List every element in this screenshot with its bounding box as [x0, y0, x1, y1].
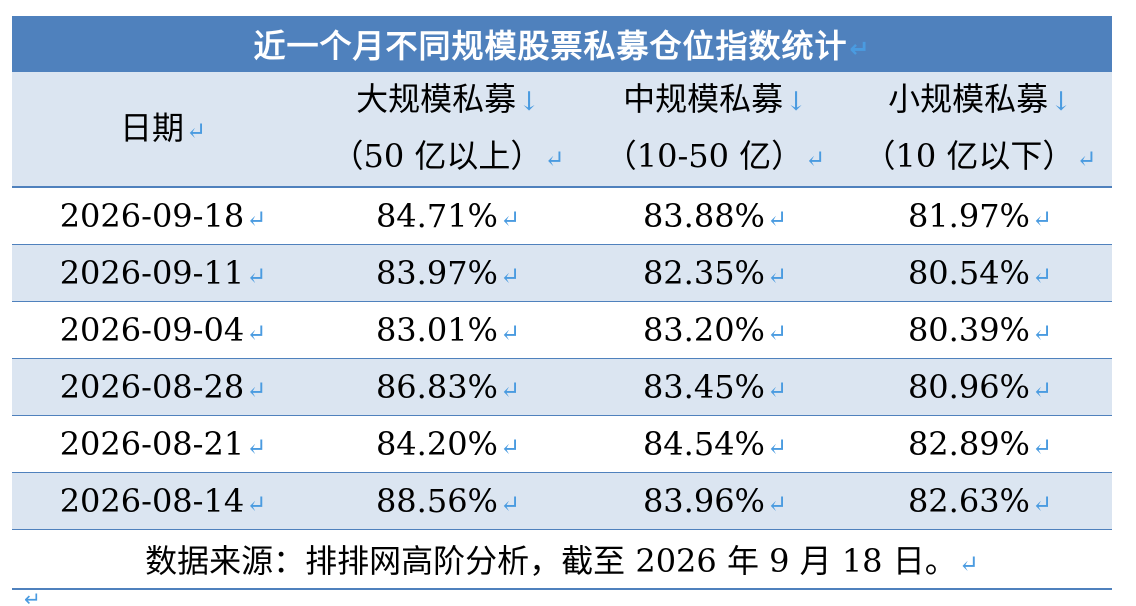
- paragraph-mark-icon: ↵: [766, 376, 788, 404]
- cell-small: 81.97%↵: [848, 186, 1112, 245]
- table-row: 2026-08-28↵ 86.83%↵ 83.45%↵ 80.96%↵: [12, 358, 1112, 416]
- line-break-arrow-icon: ↓: [518, 87, 540, 117]
- paragraph-mark-icon: ↵: [499, 433, 521, 461]
- paragraph-mark-icon: ↵: [849, 35, 871, 63]
- paragraph-mark-icon: ↵: [246, 319, 267, 347]
- paragraph-mark-icon: ↵: [246, 433, 267, 461]
- paragraph-mark-icon: ↵: [1031, 205, 1053, 233]
- paragraph-mark-icon: ↵: [766, 262, 788, 290]
- paragraph-mark-icon: ↵: [766, 490, 788, 518]
- paragraph-mark-icon: ↵: [1031, 319, 1053, 347]
- paragraph-mark-icon: ↵: [185, 116, 207, 145]
- table-source-row: 数据来源：排排网高阶分析，截至 2026 年 9 月 18 日。↵: [12, 529, 1112, 590]
- cell-date: 2026-09-18↵: [12, 186, 314, 245]
- paragraph-mark-icon: ↵: [499, 376, 521, 404]
- cell-large: 86.83%↵: [314, 358, 582, 416]
- cell-small: 80.39%↵: [848, 301, 1112, 359]
- data-source-note: 数据来源：排排网高阶分析，截至 2026 年 9 月 18 日。↵: [12, 529, 1112, 590]
- header-large: 大规模私募↓ （50 亿以上）↵: [314, 72, 582, 188]
- table-row: 2026-08-21↵ 84.20%↵ 84.54%↵ 82.89%↵: [12, 415, 1112, 473]
- paragraph-mark-icon: ↵: [499, 205, 521, 233]
- paragraph-mark-icon: ↵: [246, 490, 267, 518]
- paragraph-mark-icon: ↵: [246, 205, 267, 233]
- paragraph-mark-icon: ↵: [766, 433, 788, 461]
- cell-date: 2026-08-21↵: [12, 415, 314, 473]
- line-break-arrow-icon: ↓: [785, 87, 807, 117]
- paragraph-mark-icon: ↵: [766, 205, 788, 233]
- paragraph-mark-icon: ↵: [1031, 262, 1053, 290]
- table-title-text: 近一个月不同规模股票私募仓位指数统计: [253, 27, 848, 65]
- cell-small: 82.89%↵: [848, 415, 1112, 473]
- paragraph-mark-icon: ↵: [1031, 490, 1053, 518]
- paragraph-mark-icon: ↵: [1031, 376, 1053, 404]
- cell-large: 84.20%↵: [314, 415, 582, 473]
- header-small: 小规模私募↓ （10 亿以下）↵: [848, 72, 1112, 188]
- cell-mid: 82.35%↵: [582, 244, 848, 302]
- table-row: 2026-09-18↵ 84.71%↵ 83.88%↵ 81.97%↵: [12, 186, 1112, 245]
- table-title-row: 近一个月不同规模股票私募仓位指数统计↵: [12, 16, 1112, 72]
- header-date: 日期↵: [12, 72, 314, 188]
- cell-small: 80.54%↵: [848, 244, 1112, 302]
- paragraph-mark-icon: ↵: [24, 587, 41, 606]
- paragraph-mark-icon: ↵: [1076, 145, 1097, 173]
- paragraph-mark-icon: ↵: [805, 145, 826, 173]
- table-title: 近一个月不同规模股票私募仓位指数统计↵: [12, 16, 1112, 72]
- table-row: 2026-09-04↵ 83.01%↵ 83.20%↵ 80.39%↵: [12, 301, 1112, 359]
- paragraph-mark-icon: ↵: [499, 319, 521, 347]
- position-index-table-container: 近一个月不同规模股票私募仓位指数统计↵ 日期↵ 大规模私募↓ （50 亿以上）↵…: [12, 16, 1112, 590]
- paragraph-mark-icon: ↵: [958, 550, 979, 578]
- cell-large: 83.01%↵: [314, 301, 582, 359]
- cell-mid: 84.54%↵: [582, 415, 848, 473]
- table-header-row: 日期↵ 大规模私募↓ （50 亿以上）↵ 中规模私募↓ （10-50 亿）↵ 小…: [12, 72, 1112, 188]
- table-row: 2026-08-14↵ 88.56%↵ 83.96%↵ 82.63%↵: [12, 472, 1112, 530]
- cell-mid: 83.88%↵: [582, 186, 848, 245]
- cell-date: 2026-09-04↵: [12, 301, 314, 359]
- cell-mid: 83.20%↵: [582, 301, 848, 359]
- cell-small: 80.96%↵: [848, 358, 1112, 416]
- cell-large: 84.71%↵: [314, 186, 582, 245]
- paragraph-mark-icon: ↵: [246, 376, 267, 404]
- paragraph-mark-icon: ↵: [766, 319, 788, 347]
- cell-date: 2026-08-28↵: [12, 358, 314, 416]
- table-row: 2026-09-11↵ 83.97%↵ 82.35%↵ 80.54%↵: [12, 244, 1112, 302]
- paragraph-mark-icon: ↵: [499, 262, 521, 290]
- cell-large: 88.56%↵: [314, 472, 582, 530]
- line-break-arrow-icon: ↓: [1050, 87, 1072, 117]
- cell-mid: 83.96%↵: [582, 472, 848, 530]
- cell-large: 83.97%↵: [314, 244, 582, 302]
- paragraph-mark-icon: ↵: [1031, 433, 1053, 461]
- header-mid: 中规模私募↓ （10-50 亿）↵: [582, 72, 848, 188]
- paragraph-mark-icon: ↵: [246, 262, 267, 290]
- cell-mid: 83.45%↵: [582, 358, 848, 416]
- position-index-table: 近一个月不同规模股票私募仓位指数统计↵ 日期↵ 大规模私募↓ （50 亿以上）↵…: [12, 16, 1112, 590]
- cell-date: 2026-08-14↵: [12, 472, 314, 530]
- cell-date: 2026-09-11↵: [12, 244, 314, 302]
- cell-small: 82.63%↵: [848, 472, 1112, 530]
- paragraph-mark-icon: ↵: [499, 490, 521, 518]
- paragraph-mark-icon: ↵: [544, 145, 565, 173]
